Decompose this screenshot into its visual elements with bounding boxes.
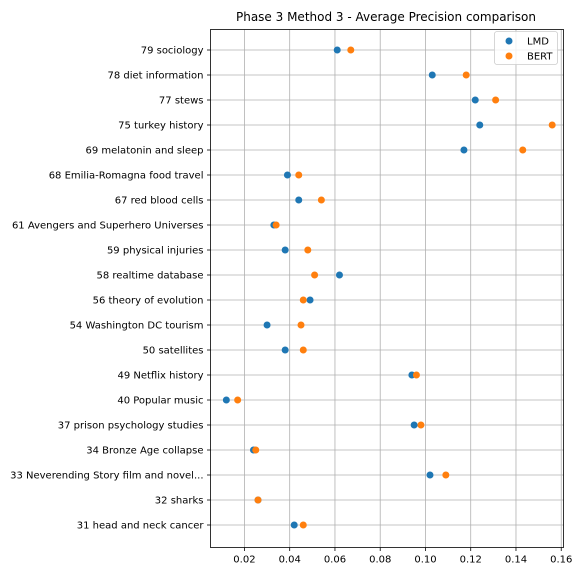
y-tick-label: 33 Neverending Story film and novel...: [10, 471, 203, 482]
legend: LMD BERT: [494, 31, 558, 65]
y-tick-label: 75 turkey history: [118, 121, 203, 132]
x-tick-label: 0.14: [505, 555, 527, 566]
lmd-point: [290, 521, 298, 529]
lmd-point: [281, 246, 289, 254]
bert-point: [299, 346, 307, 354]
plot-area-frame: [210, 29, 564, 548]
chart-title: Phase 3 Method 3 - Average Precision com…: [236, 10, 536, 24]
bert-point: [299, 521, 307, 529]
y-tick-label: 69 melatonin and sleep: [85, 146, 203, 157]
x-tick-label: 0.16: [550, 555, 572, 566]
bert-point: [412, 371, 420, 379]
x-tick-label: 0.10: [414, 555, 436, 566]
lmd-point: [460, 146, 468, 154]
y-tick-label: 58 realtime database: [97, 271, 204, 282]
bert-point: [442, 471, 450, 479]
bert-point: [548, 121, 556, 129]
y-tick-label: 32 sharks: [155, 496, 204, 507]
bert-point: [252, 446, 260, 454]
bert-point: [234, 396, 242, 404]
y-tick-label: 61 Avengers and Superhero Universes: [12, 221, 204, 232]
x-tick-label: 0.08: [369, 555, 391, 566]
y-tick-label: 34 Bronze Age collapse: [86, 446, 203, 457]
y-axis-ticks: 79 sociology 78 diet information 77 stews 7…: [10, 46, 211, 532]
lmd-point: [283, 171, 291, 179]
lmd-point: [428, 71, 436, 79]
lmd-point: [476, 121, 484, 129]
data-points: [222, 46, 556, 529]
y-tick-label: 40 Popular music: [117, 396, 203, 407]
bert-point: [297, 321, 305, 329]
y-tick-label: 77 stews: [159, 96, 204, 107]
y-tick-label: 68 Emilia-Romagna food travel: [49, 171, 204, 182]
legend-marker-lmd: [505, 37, 513, 45]
bert-point: [295, 171, 303, 179]
bert-point: [311, 271, 319, 279]
y-tick-label: 50 satellites: [143, 346, 204, 357]
bert-point: [519, 146, 527, 154]
lmd-point: [222, 396, 230, 404]
lmd-point: [426, 471, 434, 479]
bert-point: [347, 46, 355, 54]
lmd-point: [295, 196, 303, 204]
bert-point: [304, 246, 312, 254]
lmd-point: [335, 271, 343, 279]
y-tick-label: 59 physical injuries: [107, 246, 204, 257]
y-tick-label: 67 red blood cells: [115, 196, 204, 207]
lmd-point: [471, 96, 479, 104]
y-tick-label: 49 Netflix history: [117, 371, 203, 382]
legend-label-bert: BERT: [527, 52, 553, 63]
lmd-point: [281, 346, 289, 354]
y-tick-label: 78 diet information: [108, 71, 204, 82]
bert-point: [317, 196, 325, 204]
bert-point: [254, 496, 262, 504]
y-tick-label: 54 Washington DC tourism: [70, 321, 204, 332]
lmd-point: [410, 421, 418, 429]
y-tick-label: 37 prison psychology studies: [58, 421, 204, 432]
x-tick-label: 0.02: [233, 555, 255, 566]
legend-marker-bert: [505, 52, 513, 60]
legend-label-lmd: LMD: [527, 37, 549, 48]
bert-point: [417, 421, 425, 429]
x-tick-label: 0.04: [279, 555, 301, 566]
y-tick-label: 79 sociology: [141, 46, 204, 57]
grid: [210, 29, 564, 548]
x-axis-ticks: 0.02 0.04 0.06 0.08 0.10 0.12 0.14 0.16: [233, 547, 572, 566]
y-tick-label: 56 theory of evolution: [93, 296, 204, 307]
x-tick-label: 0.06: [324, 555, 346, 566]
bert-point: [299, 296, 307, 304]
bert-point: [462, 71, 470, 79]
lmd-point: [263, 321, 271, 329]
y-tick-label: 31 head and neck cancer: [77, 521, 205, 532]
x-tick-label: 0.12: [460, 555, 482, 566]
lmd-point: [333, 46, 341, 54]
bert-point: [272, 221, 280, 229]
lmd-point: [306, 296, 314, 304]
bert-point: [492, 96, 500, 104]
